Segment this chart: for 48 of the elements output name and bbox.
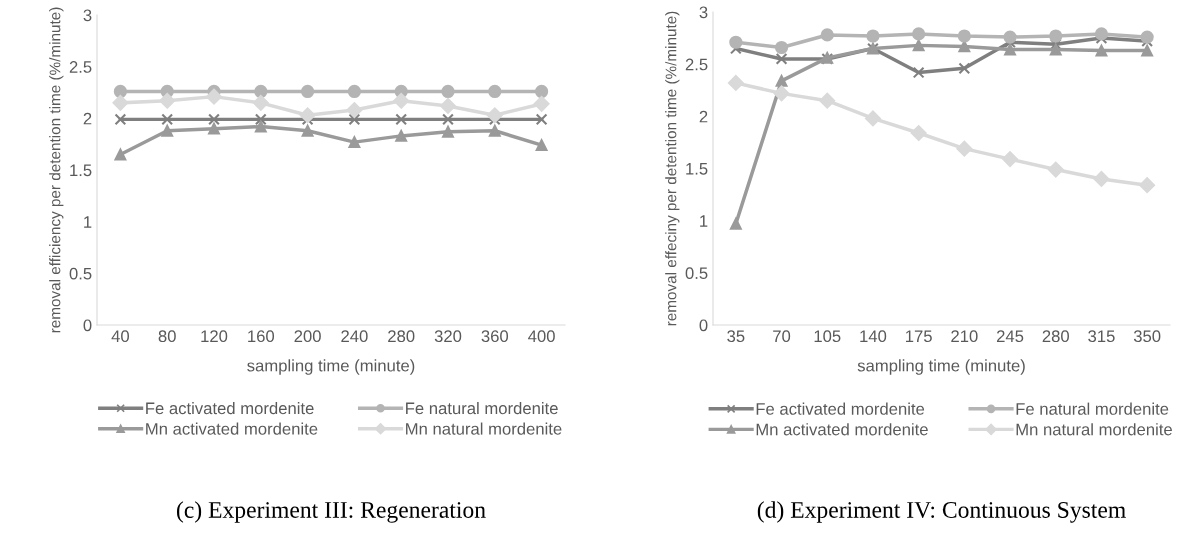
- y-tick-label: 2: [699, 110, 708, 123]
- y-tick-label: 3: [83, 9, 92, 22]
- x-tick-label: 360: [481, 330, 509, 343]
- y-tick-label: 0: [699, 319, 708, 332]
- x-tick-label: 315: [1088, 330, 1115, 343]
- legend-label: Fe natural mordenite: [1016, 402, 1169, 415]
- y-tick-label: 1.5: [686, 163, 708, 175]
- legend-label: Fe activated mordenite: [146, 402, 314, 415]
- x-tick-label: 140: [860, 330, 887, 343]
- x-tick-label: 200: [294, 330, 321, 343]
- x-tick-label: 160: [248, 330, 275, 343]
- x-axis-title: sampling time (minute): [247, 359, 415, 375]
- y-tick-label: 0: [83, 319, 92, 332]
- y-tick-label: 0.5: [685, 267, 708, 280]
- legend-label: Fe activated mordenite: [756, 402, 925, 415]
- x-tick-label: 105: [814, 330, 841, 343]
- y-axis-title: removal efficiency per detention time (%/minute): [49, 7, 64, 333]
- x-tick-label: 35: [727, 330, 745, 343]
- y-tick-label: 1: [84, 216, 92, 228]
- x-tick-label: 240: [341, 330, 368, 343]
- y-tick-label: 2: [83, 112, 92, 125]
- legend-label: Mn activated mordenite: [756, 423, 928, 436]
- y-axis-title: removal effeciny per detention time (%/minute): [665, 11, 680, 326]
- x-tick-label: 210: [951, 330, 978, 343]
- x-tick-label: 400: [528, 330, 555, 343]
- legend-label: Mn natural mordenite: [1016, 423, 1172, 436]
- text: (c) Experiment III: Regeneration: [177, 501, 486, 523]
- x-tick-label: 40: [111, 330, 130, 343]
- y-tick-label: 1: [700, 215, 708, 227]
- x-tick-label: 120: [201, 330, 228, 343]
- x-tick-label: 280: [388, 330, 415, 343]
- x-tick-label: 320: [434, 330, 462, 343]
- x-tick-label: 280: [1042, 330, 1069, 343]
- legend-label: Fe natural mordenite: [406, 402, 558, 415]
- legend-label: Mn activated mordenite: [146, 422, 318, 435]
- x-axis-title: sampling time (minute): [857, 359, 1025, 375]
- x-tick-label: 175: [906, 330, 932, 343]
- y-tick-label: 1.5: [70, 164, 92, 177]
- y-tick-label: 3: [699, 6, 708, 19]
- x-tick-label: 245: [996, 330, 1024, 343]
- x-tick-label: 70: [773, 330, 791, 343]
- text: (d) Experiment IV: Continuous System: [757, 501, 1126, 523]
- legend-label: Mn natural mordenite: [406, 422, 562, 435]
- y-tick-label: 0.5: [69, 267, 92, 280]
- x-tick-label: 80: [158, 330, 176, 343]
- y-tick-label: 2.5: [685, 58, 708, 71]
- x-tick-label: 350: [1133, 330, 1161, 343]
- y-tick-label: 2.5: [69, 61, 92, 73]
